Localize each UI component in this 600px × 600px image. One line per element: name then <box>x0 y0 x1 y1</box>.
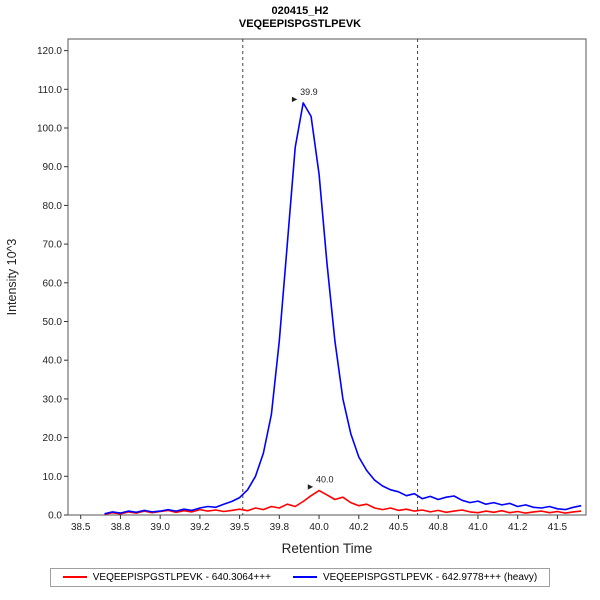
y-tick-label: 100.0 <box>37 124 62 135</box>
x-tick-label: 40.0 <box>309 522 329 533</box>
peak-rt-label-light: 40.0 <box>316 475 334 485</box>
y-tick-label: 80.0 <box>43 201 63 212</box>
legend-wrap: VEQEEPISPGSTLPEVK - 640.3064+++ VEQEEPIS… <box>0 565 600 587</box>
x-tick-label: 41.5 <box>548 522 568 533</box>
chart-title-file: 020415_H2 <box>271 5 329 17</box>
legend-label-light: VEQEEPISPGSTLPEVK - 640.3064+++ <box>92 571 271 583</box>
legend-item-light: VEQEEPISPGSTLPEVK - 640.3064+++ <box>62 571 271 583</box>
y-tick-label: 50.0 <box>43 317 63 328</box>
y-tick-label: 120.0 <box>37 46 62 57</box>
y-axis-title: Intensity 10^3 <box>5 239 19 316</box>
y-tick-label: 0.0 <box>48 511 62 522</box>
plot-area[interactable] <box>67 38 587 516</box>
legend-label-heavy: VEQEEPISPGSTLPEVK - 642.9778+++ (heavy) <box>322 571 538 583</box>
x-tick-label: 40.2 <box>349 522 369 533</box>
legend-item-heavy: VEQEEPISPGSTLPEVK - 642.9778+++ (heavy) <box>292 571 538 583</box>
x-tick-label: 38.5 <box>71 522 91 533</box>
x-axis-title: Retention Time <box>282 541 373 556</box>
y-tick-label: 90.0 <box>43 162 63 173</box>
y-tick-label: 10.0 <box>43 472 63 483</box>
y-tick-label: 70.0 <box>43 240 63 251</box>
peak-rt-label-heavy: 39.9 <box>300 87 318 97</box>
chart-titles: 020415_H2 VEQEEPISPGSTLPEVK <box>0 0 600 31</box>
y-tick-label: 60.0 <box>43 278 63 289</box>
x-tick-label: 39.0 <box>150 522 170 533</box>
legend: VEQEEPISPGSTLPEVK - 640.3064+++ VEQEEPIS… <box>49 567 551 587</box>
x-tick-label: 40.8 <box>428 522 448 533</box>
peak-arrow-light: ► <box>306 482 315 492</box>
x-tick-label: 40.5 <box>389 522 409 533</box>
chart-title-peptide: VEQEEPISPGSTLPEVK <box>238 18 362 30</box>
y-tick-label: 40.0 <box>43 356 63 367</box>
chromatogram-plot[interactable]: Retention Time Intensity 10^3 38.5 38.8 39… <box>0 31 600 563</box>
peak-arrow-heavy: ► <box>290 94 299 104</box>
x-tick-label: 39.5 <box>230 522 250 533</box>
y-tick-label: 30.0 <box>43 394 63 405</box>
trace-light <box>104 489 582 515</box>
x-tick-label: 41.0 <box>468 522 488 533</box>
x-tick-label: 41.2 <box>508 522 528 533</box>
trace-heavy <box>104 102 582 515</box>
y-tick-label: 110.0 <box>38 85 63 96</box>
x-tick-label: 39.8 <box>270 522 290 533</box>
y-tick-label: 20.0 <box>43 433 63 444</box>
legend-swatch-1 <box>292 576 317 578</box>
legend-swatch-0 <box>62 576 87 578</box>
x-tick-label: 38.8 <box>111 522 131 533</box>
x-tick-label: 39.2 <box>190 522 210 533</box>
